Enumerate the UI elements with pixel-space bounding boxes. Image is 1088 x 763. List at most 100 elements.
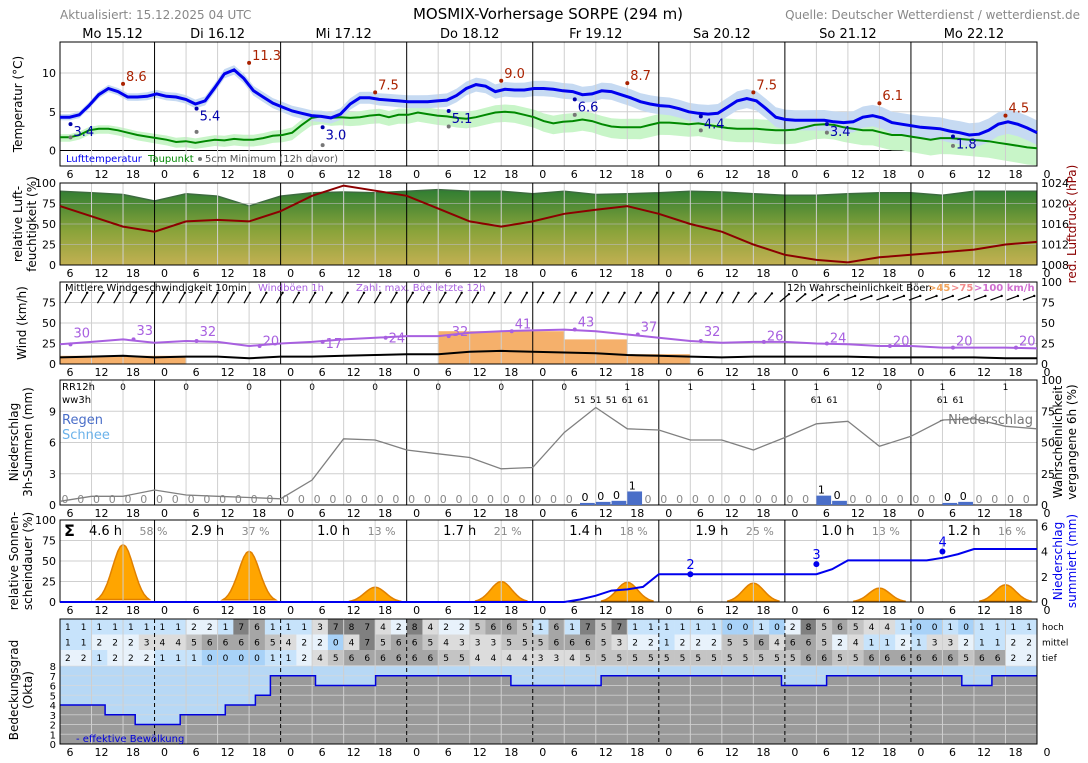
ww3h-value: 61 — [811, 396, 822, 406]
cloud-cell-value: 1 — [65, 623, 71, 633]
cloud-cell — [154, 650, 171, 666]
cloud-cell — [170, 634, 187, 650]
wind-arrow-head — [541, 291, 545, 295]
y-tick-label: 0 — [50, 740, 56, 751]
cloud-cell — [91, 619, 108, 635]
cloud-cell — [1005, 619, 1022, 635]
max-temp-point — [1003, 113, 1008, 118]
hour-tick-label: 12 — [95, 168, 109, 181]
pressure-line — [59, 184, 1038, 264]
y2-tick-label: 0 — [1041, 596, 1048, 609]
y2-tick-label: 1008 — [1041, 259, 1069, 272]
day-label: Sa 20.12 — [693, 27, 751, 42]
cloud-cell-value: 8 — [806, 623, 812, 633]
cloud-cell — [201, 634, 218, 650]
cloud-cell-value: 5 — [522, 623, 528, 633]
cloud-cell-value: 1 — [97, 623, 103, 633]
cloud-cell — [170, 650, 187, 666]
ww3h-value: 61 — [622, 396, 633, 406]
humidity-pressure-panel: 0 25 50 75 100 1008 1012 1016 1020 1024 relative L… — [11, 165, 1079, 284]
hour-tick-label: 12 — [347, 507, 361, 520]
cloud-cell-value: 6 — [995, 654, 1001, 664]
cloud-cell — [627, 650, 644, 666]
rr12h-value: 1 — [940, 383, 946, 393]
hour-tick-label: 12 — [95, 746, 109, 759]
cloud-cell-value: 1 — [900, 623, 906, 633]
hour-tick-label: 0 — [1044, 267, 1051, 280]
cloud-cell-value: 1 — [301, 623, 307, 633]
cloud-cell-value: 2 — [680, 639, 686, 649]
hour-tick-label: 0 — [539, 507, 546, 520]
cloud-cell — [611, 634, 628, 650]
cloud-cell — [690, 619, 707, 635]
min-temp-label: 3.0 — [326, 128, 347, 143]
cloud-cell-value: 5 — [790, 654, 796, 664]
cloud-cell-value: 3 — [947, 639, 953, 649]
cloud-cell-value: 6 — [806, 654, 812, 664]
min5cm-point — [950, 143, 955, 148]
cloud-cell-value: 6 — [979, 654, 985, 664]
min-temp-point — [698, 114, 703, 119]
cloud-cell — [296, 619, 313, 635]
wind-arrow — [617, 292, 626, 304]
hour-tick-label: 0 — [287, 604, 294, 617]
hour-tick-label: 0 — [917, 366, 924, 379]
precip-bar-label: 0 — [975, 493, 982, 506]
wind-arrow-head — [870, 294, 873, 298]
cloud-cell — [958, 650, 975, 666]
cloud-cell-value: 0 — [333, 639, 339, 649]
hour-tick-label: 12 — [977, 267, 991, 280]
cloud-cell-value: 5 — [522, 639, 528, 649]
cloud-cell — [926, 650, 943, 666]
wind-arrow-head — [1033, 294, 1036, 298]
wind-arrow-head — [1016, 294, 1020, 298]
hour-tick-label: 18 — [252, 366, 266, 379]
gust-point — [698, 339, 703, 344]
cloud-cell-value: 1 — [223, 623, 229, 633]
cloud-cell-value: 1 — [569, 623, 575, 633]
wind-arrow — [827, 294, 839, 302]
cloud-cell — [910, 619, 927, 635]
wind-threshold-75: >75 — [951, 283, 973, 294]
hour-tick-label: 0 — [917, 267, 924, 280]
cloud-cell-value: 5 — [743, 639, 749, 649]
cloud-cell — [611, 650, 628, 666]
y-tick-label: 0 — [49, 145, 56, 158]
y-tick-label: 0 — [49, 499, 56, 512]
cloud-cell-value: 2 — [837, 639, 843, 649]
cloud-cell — [375, 650, 392, 666]
hour-tick-label: 6 — [949, 746, 956, 759]
precip-bar-label: 0 — [282, 493, 289, 506]
precip-bar-label: 0 — [377, 493, 384, 506]
hour-tick-label: 0 — [791, 267, 798, 280]
y-tick-label: 3 — [50, 711, 56, 722]
cloud-cell-value: 7 — [364, 623, 370, 633]
precip-bar-label: 0 — [392, 493, 399, 506]
temperature-band — [60, 65, 1037, 147]
cloud-cell-value: 4 — [380, 623, 386, 633]
gust-line — [59, 328, 1038, 350]
cloud-cell-value: 2 — [459, 623, 465, 633]
gust-point — [320, 339, 325, 344]
hour-tick-label: 0 — [161, 746, 168, 759]
precip-bar — [595, 501, 611, 505]
cloud-cell-value: 1 — [648, 623, 654, 633]
gust-point — [131, 337, 136, 342]
cloud-cell-value: 5 — [270, 639, 276, 649]
cloud-cell-value: 2 — [1026, 654, 1032, 664]
cloud-cell — [580, 619, 597, 635]
hour-tick-label: 12 — [347, 267, 361, 280]
gust-point — [950, 345, 955, 350]
hour-tick-label: 12 — [977, 507, 991, 520]
y-tick-label: 6 — [50, 682, 56, 693]
cloud-cell — [186, 650, 203, 666]
wind-arrow — [843, 295, 856, 301]
y-tick-label: 10 — [42, 67, 56, 80]
min5cm-point — [824, 130, 829, 135]
cloud-cell-value: 4 — [506, 654, 512, 664]
wind-arrow — [666, 292, 674, 304]
cloud-cell — [186, 634, 203, 650]
cloud-cell-value: 6 — [932, 654, 938, 664]
cloud-cell-value: 1 — [758, 623, 764, 633]
cloud-cell — [406, 619, 423, 635]
